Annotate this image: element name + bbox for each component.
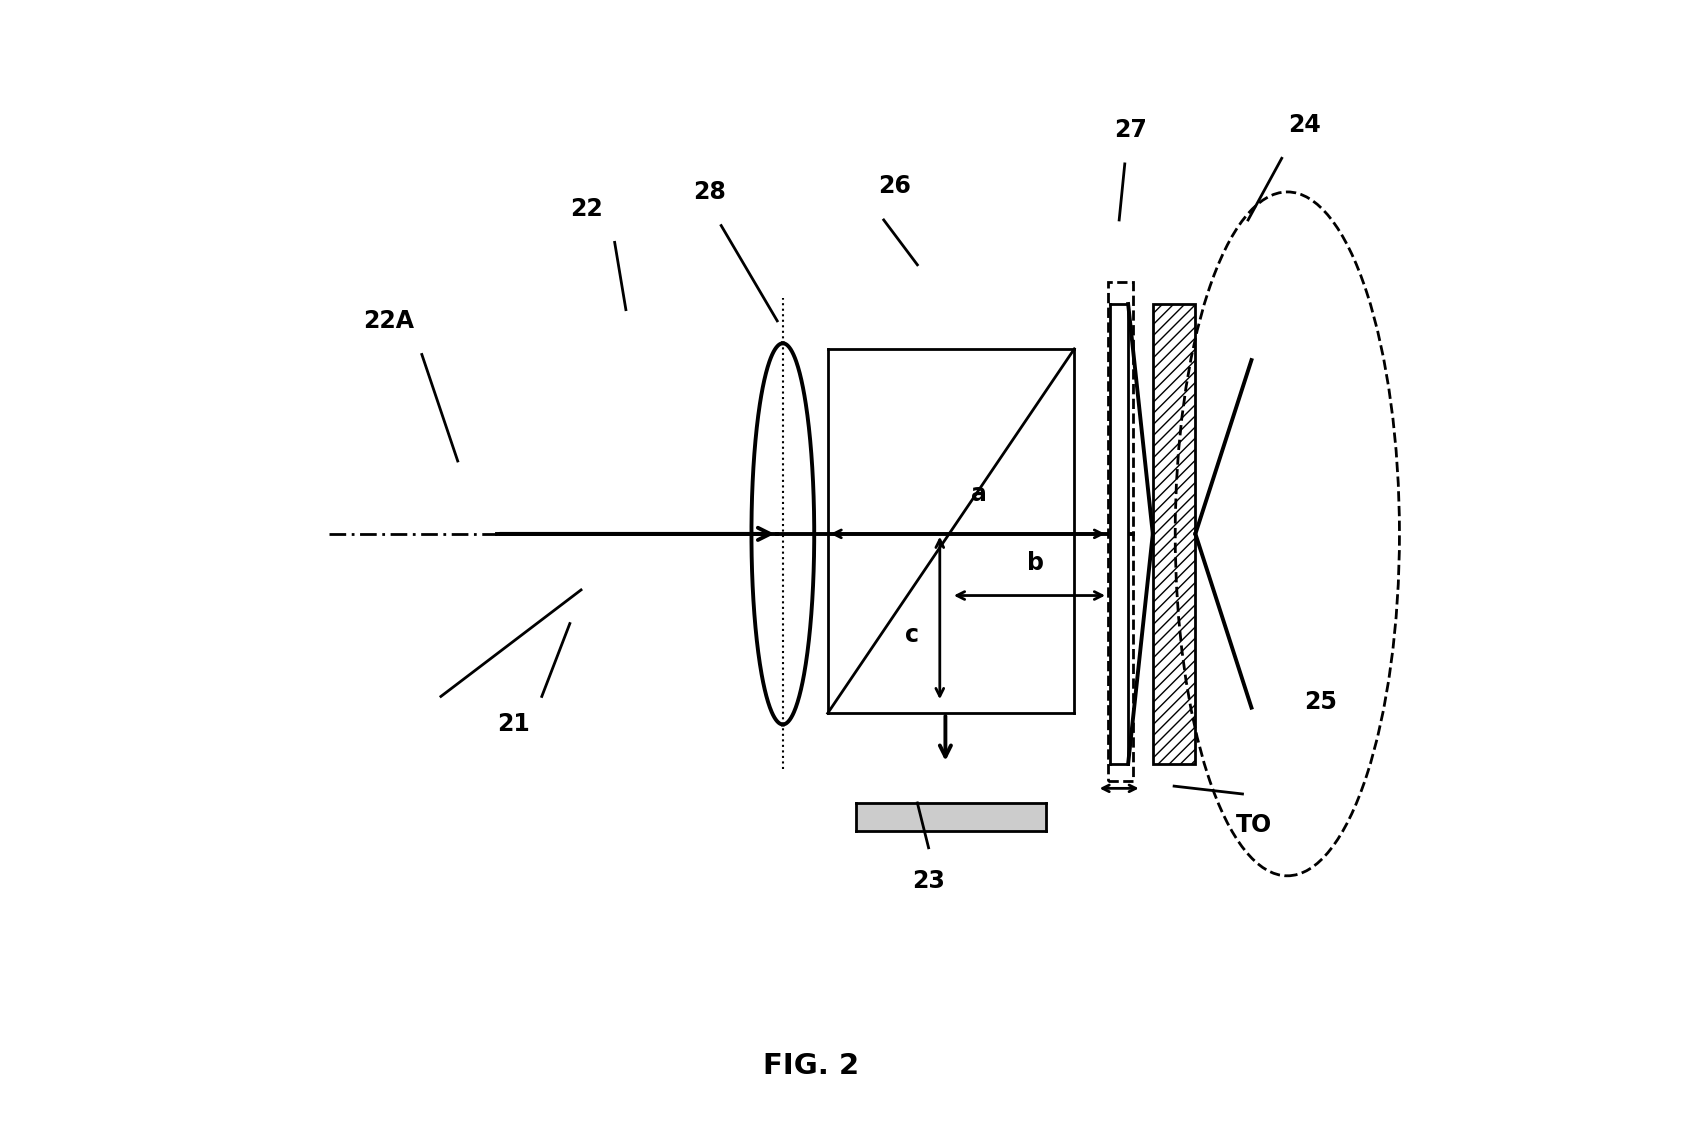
Text: 25: 25 (1304, 690, 1338, 714)
Text: 22A: 22A (363, 309, 414, 333)
Text: 23: 23 (912, 869, 946, 893)
Text: 22: 22 (571, 196, 603, 220)
Text: b: b (1027, 552, 1044, 575)
Text: 21: 21 (497, 713, 530, 737)
Text: 26: 26 (878, 175, 912, 199)
Text: a: a (971, 482, 986, 506)
Text: 28: 28 (694, 180, 726, 204)
Text: c: c (905, 623, 919, 647)
Text: 27: 27 (1115, 118, 1147, 142)
Text: FIG. 2: FIG. 2 (763, 1052, 860, 1081)
Text: 24: 24 (1287, 112, 1321, 136)
Bar (1154, 304, 1196, 764)
Text: TO: TO (1236, 814, 1272, 838)
